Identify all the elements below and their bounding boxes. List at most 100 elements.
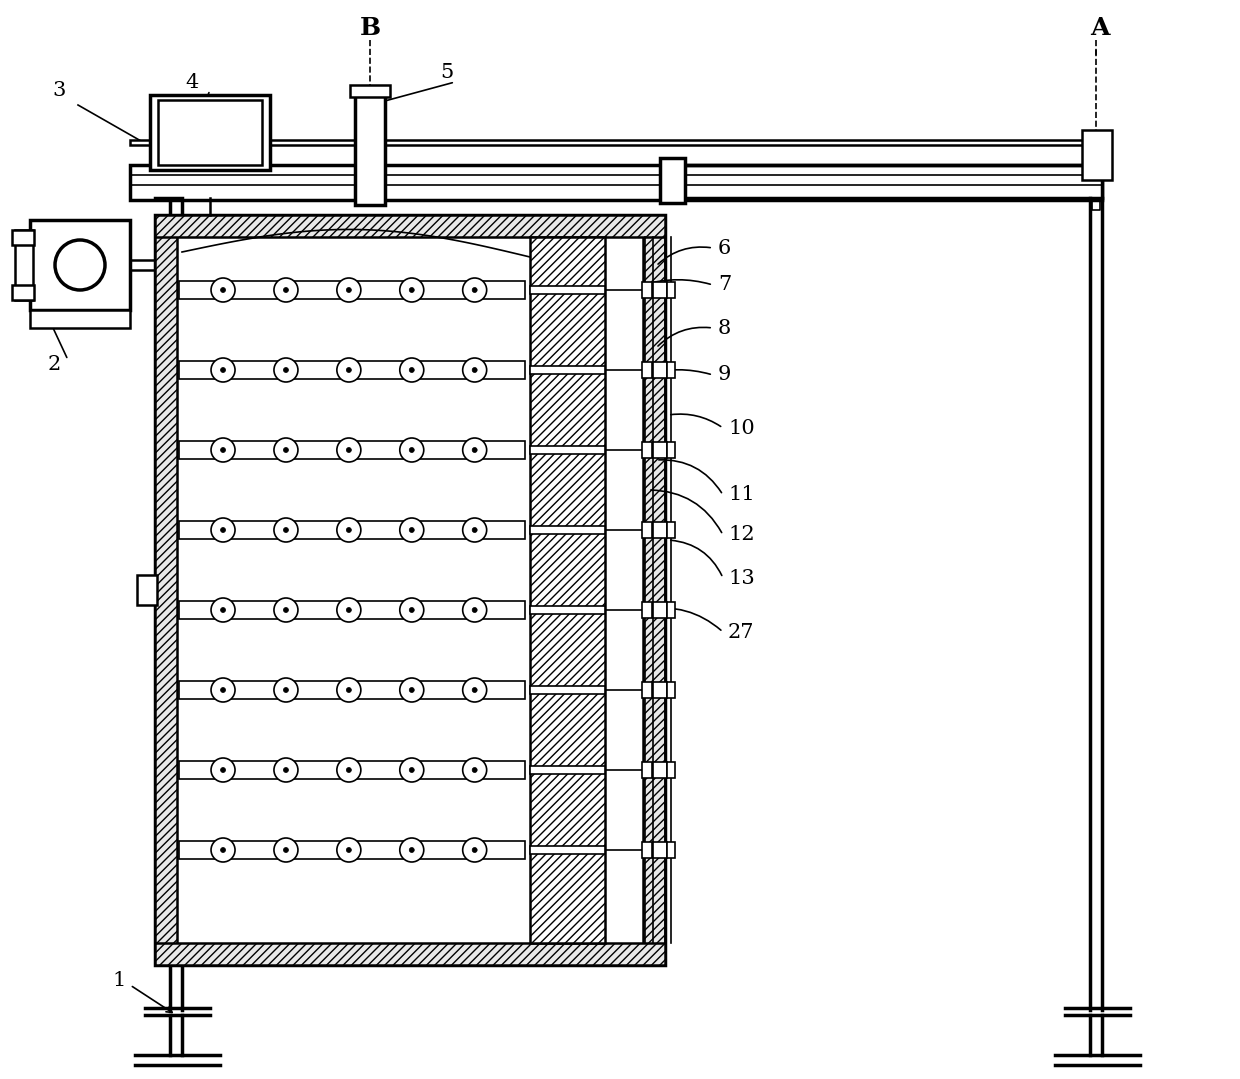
Circle shape (274, 518, 298, 542)
Bar (667, 682, 675, 698)
Circle shape (463, 759, 486, 782)
Bar (1083, 129, 1112, 180)
Circle shape (221, 368, 226, 372)
Circle shape (337, 678, 361, 702)
Bar (155, 215, 665, 965)
Circle shape (409, 287, 414, 292)
Circle shape (211, 358, 236, 382)
Circle shape (463, 358, 486, 382)
Circle shape (274, 759, 298, 782)
Circle shape (337, 358, 361, 382)
Circle shape (337, 518, 361, 542)
Circle shape (274, 598, 298, 622)
Text: 9: 9 (718, 366, 732, 384)
Bar (150, 95, 270, 170)
Circle shape (346, 767, 351, 773)
Text: 13: 13 (728, 569, 755, 587)
Bar (653, 682, 667, 698)
Circle shape (284, 287, 289, 292)
Bar (157, 100, 262, 165)
Text: 12: 12 (728, 525, 755, 545)
Circle shape (284, 528, 289, 533)
Bar (179, 601, 525, 619)
Bar (529, 366, 605, 374)
Bar (12, 230, 33, 245)
Bar (642, 602, 652, 618)
Circle shape (409, 687, 414, 693)
Circle shape (472, 528, 477, 533)
Circle shape (221, 607, 226, 613)
Circle shape (399, 598, 424, 622)
Circle shape (211, 838, 236, 862)
Bar (642, 842, 652, 858)
Circle shape (399, 759, 424, 782)
Circle shape (399, 678, 424, 702)
Bar (15, 230, 33, 300)
Bar (529, 846, 605, 853)
Bar (653, 842, 667, 858)
Text: 3: 3 (52, 81, 66, 99)
Circle shape (337, 598, 361, 622)
Circle shape (284, 448, 289, 452)
Bar (529, 686, 605, 694)
Circle shape (337, 438, 361, 462)
Bar (653, 361, 667, 378)
Bar (529, 446, 605, 454)
Circle shape (211, 438, 236, 462)
Circle shape (274, 678, 298, 702)
Circle shape (274, 358, 298, 382)
Bar (30, 220, 130, 310)
Bar (653, 442, 667, 457)
Text: 8: 8 (718, 318, 732, 338)
Circle shape (211, 598, 236, 622)
Circle shape (337, 278, 361, 302)
Bar (130, 140, 1102, 145)
Text: 2: 2 (48, 355, 61, 374)
Circle shape (274, 438, 298, 462)
Circle shape (472, 767, 477, 773)
Bar (130, 165, 1102, 200)
Circle shape (221, 528, 226, 533)
Circle shape (463, 278, 486, 302)
Bar (30, 310, 130, 328)
Bar (155, 215, 665, 237)
Circle shape (346, 448, 351, 452)
Circle shape (346, 287, 351, 292)
Circle shape (463, 838, 486, 862)
Circle shape (463, 678, 486, 702)
Bar (642, 762, 652, 778)
Bar (653, 762, 667, 778)
Bar (667, 842, 675, 858)
Circle shape (472, 847, 477, 852)
Circle shape (337, 759, 361, 782)
Circle shape (409, 607, 414, 613)
Bar (644, 215, 665, 965)
Text: 1: 1 (112, 970, 125, 989)
Text: 11: 11 (728, 486, 755, 505)
Circle shape (284, 368, 289, 372)
Text: 7: 7 (718, 275, 732, 295)
Bar (642, 522, 652, 538)
Circle shape (274, 278, 298, 302)
Bar (155, 215, 177, 965)
Bar (179, 281, 525, 299)
Circle shape (284, 607, 289, 613)
Text: 4: 4 (185, 72, 198, 92)
Circle shape (274, 838, 298, 862)
Bar (642, 282, 652, 298)
Text: 6: 6 (718, 238, 732, 258)
Circle shape (346, 847, 351, 852)
Circle shape (409, 448, 414, 452)
Circle shape (346, 528, 351, 533)
Bar (529, 286, 605, 293)
Bar (12, 285, 33, 300)
Circle shape (221, 448, 226, 452)
Bar (667, 602, 675, 618)
Circle shape (211, 759, 236, 782)
Bar (660, 158, 684, 203)
Circle shape (472, 448, 477, 452)
Circle shape (399, 438, 424, 462)
Bar (136, 575, 157, 605)
Bar (179, 681, 525, 699)
Bar (179, 361, 525, 379)
